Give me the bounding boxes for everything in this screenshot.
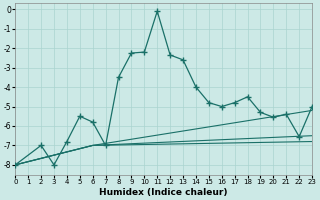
X-axis label: Humidex (Indice chaleur): Humidex (Indice chaleur)	[100, 188, 228, 197]
